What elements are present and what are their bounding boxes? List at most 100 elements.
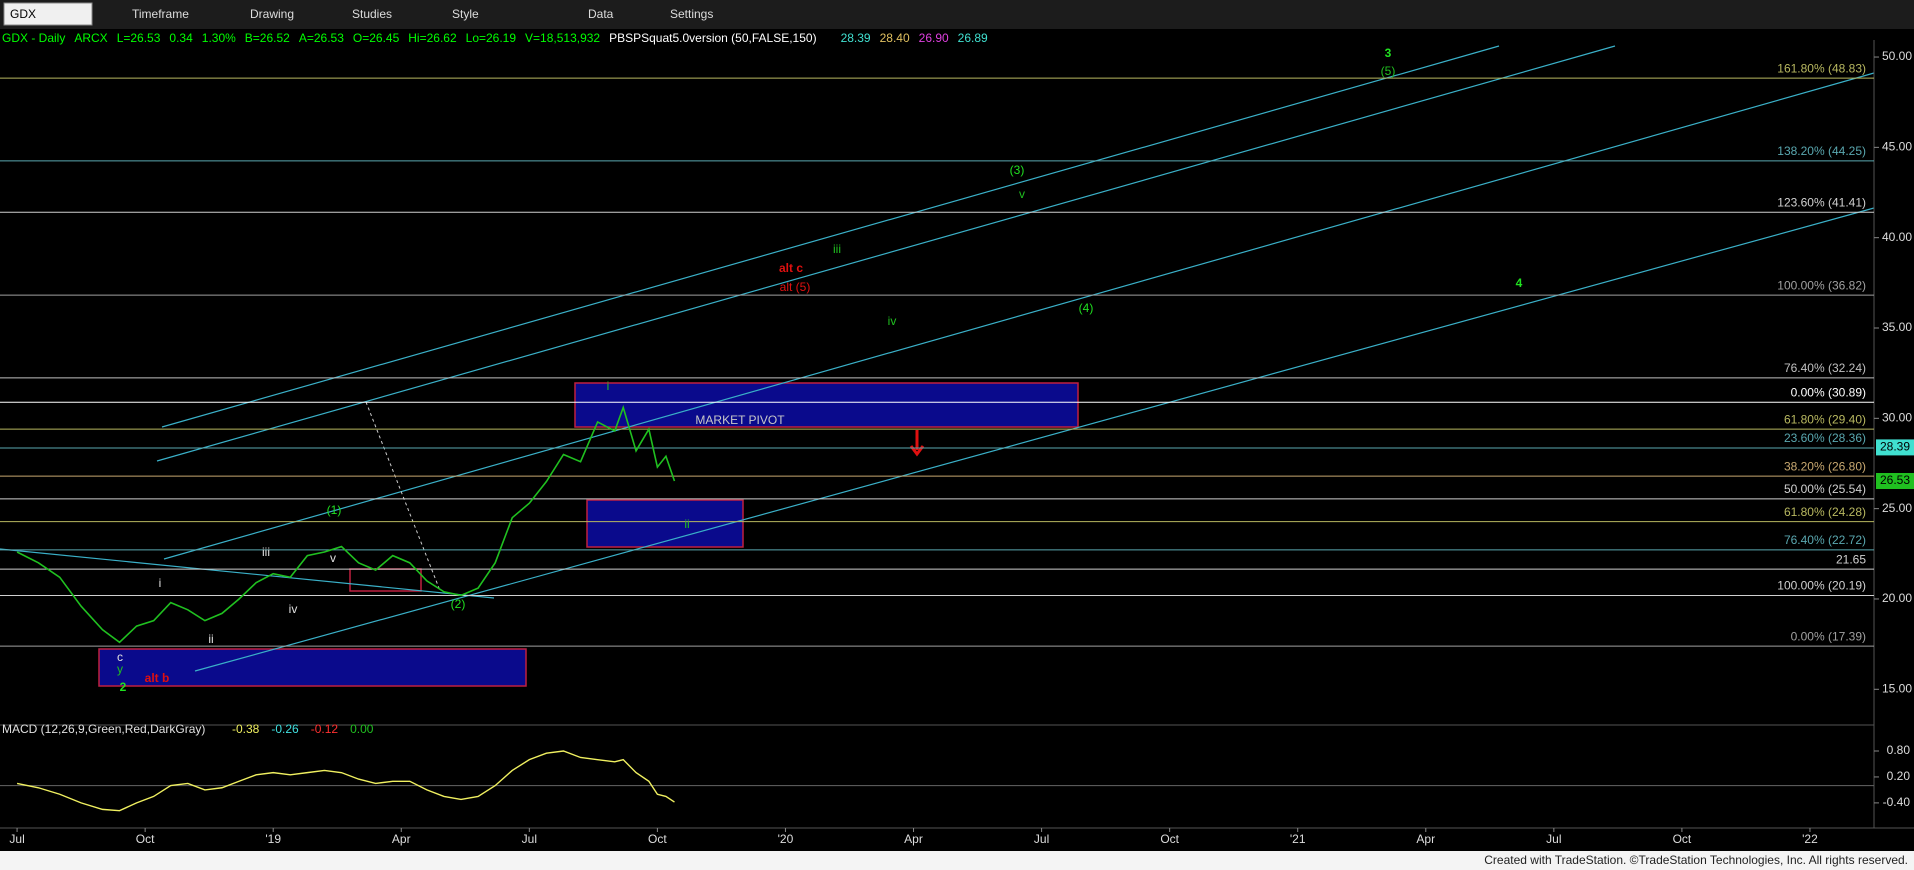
x-tick-label: Jul	[522, 832, 537, 846]
wave-label: iii	[833, 242, 841, 256]
x-tick-label: '20	[778, 832, 794, 846]
header-item: Hi=26.62	[408, 31, 457, 45]
wave-label: iii	[262, 545, 270, 559]
wave-label: c	[117, 650, 123, 664]
fib-label: 100.00% (20.19)	[1777, 579, 1866, 593]
symbol[interactable]: GDX	[10, 7, 36, 21]
macd-tick-label: 0.20	[1887, 769, 1911, 783]
pivot-box	[574, 382, 1079, 428]
channel-line	[194, 207, 1875, 672]
channel	[0, 45, 1875, 672]
macd-title: MACD (12,26,9,Green,Red,DarkGray)	[2, 722, 205, 736]
header-item: 0.34	[169, 31, 193, 45]
fib-label: 0.00% (17.39)	[1791, 629, 1866, 643]
wave-label: 2	[120, 680, 127, 694]
x-tick-label: Oct	[1673, 832, 1692, 846]
macd-readout: 0.00	[350, 722, 374, 736]
wave-label: iv	[289, 602, 298, 616]
x-tick-label: Apr	[392, 832, 411, 846]
macd-readout: -0.38	[232, 722, 260, 736]
fib-label: 100.00% (36.82)	[1777, 278, 1866, 292]
wave-label: y	[117, 662, 123, 676]
toolbar	[0, 0, 1914, 29]
header-item: PBSPSquat5.0version (50,FALSE,150)	[609, 31, 816, 45]
y-tick-label: 20.00	[1882, 591, 1912, 605]
menu[interactable]: Settings	[670, 7, 713, 21]
wave-label: (5)	[1381, 64, 1396, 78]
channel-line	[163, 72, 1875, 560]
wave-label: alt c	[779, 261, 803, 275]
wave-label: alt (5)	[780, 280, 811, 294]
y-tick-label: 35.00	[1882, 320, 1912, 334]
wave-label: 4	[1516, 276, 1523, 290]
wave-label: iv	[888, 314, 897, 328]
menu[interactable]: Style	[452, 7, 479, 21]
price-tag	[1876, 473, 1914, 490]
header-item: 28.39	[841, 31, 871, 45]
header-item: B=26.52	[245, 31, 290, 45]
x-tick-label: Jul	[1034, 832, 1049, 846]
header-item: O=26.45	[353, 31, 400, 45]
fib-label: 23.60% (28.36)	[1784, 431, 1866, 445]
macd-readout: -0.12	[311, 722, 339, 736]
x-tick-label: Jul	[9, 832, 24, 846]
wave-label: 3	[1385, 46, 1392, 60]
price-tag-label: 28.39	[1880, 440, 1910, 454]
fib-label: 61.80% (24.28)	[1784, 505, 1866, 519]
trend-line	[0, 548, 495, 599]
fib-label: 138.20% (44.25)	[1777, 144, 1866, 158]
wave-label: (2)	[451, 597, 466, 611]
macd-tick-label: 0.80	[1887, 743, 1911, 757]
header-item: V=18,513,932	[525, 31, 600, 45]
wave-label: ii	[684, 517, 689, 531]
channel-line	[161, 45, 1500, 428]
footer: Created with TradeStation. ©TradeStation…	[1484, 853, 1908, 867]
x-tick-label: Apr	[1416, 832, 1435, 846]
down-arrow	[909, 430, 925, 457]
x-tick-label: '21	[1290, 832, 1306, 846]
menu[interactable]: Data	[588, 7, 614, 21]
y-tick-label: 15.00	[1882, 681, 1912, 695]
wave-label: v	[330, 551, 336, 565]
header-item: L=26.53	[117, 31, 161, 45]
macd-tick-label: -0.40	[1883, 795, 1911, 809]
header-item: Lo=26.19	[466, 31, 517, 45]
header-item: ARCX	[74, 31, 107, 45]
fib-label: 21.65	[1836, 552, 1866, 566]
macd-line	[16, 750, 675, 812]
wave-label: i	[159, 576, 162, 590]
x-tick-label: Oct	[136, 832, 155, 846]
header-item: 28.40	[880, 31, 910, 45]
fib-label: 0.00% (30.89)	[1791, 385, 1866, 399]
header-item: 1.30%	[202, 31, 236, 45]
x-tick-label: Oct	[1160, 832, 1179, 846]
y-tick-label: 50.00	[1882, 49, 1912, 63]
symbol-box[interactable]	[3, 2, 93, 26]
wave-label: v	[1019, 187, 1025, 201]
wave-label: ii	[208, 632, 213, 646]
y-tick-label: 25.00	[1882, 501, 1912, 515]
bottom-box	[98, 648, 527, 687]
header-item: A=26.53	[299, 31, 344, 45]
price-line	[16, 404, 676, 644]
header-item: 26.89	[958, 31, 988, 45]
x-tick-label: '19	[265, 832, 281, 846]
target-box	[586, 499, 744, 548]
y-tick-label: 40.00	[1882, 230, 1912, 244]
y-tick-label: 45.00	[1882, 140, 1912, 154]
menu[interactable]: Studies	[352, 7, 392, 21]
y-tick-label: 30.00	[1882, 410, 1912, 424]
channel-line	[156, 45, 1616, 462]
menu[interactable]: Drawing	[250, 7, 294, 21]
wave-label: MARKET PIVOT	[695, 413, 785, 427]
menu[interactable]: Timeframe	[132, 7, 189, 21]
price-tag-label: 26.53	[1880, 473, 1910, 487]
fib-label: 50.00% (25.54)	[1784, 482, 1866, 496]
header-item: 26.90	[919, 31, 949, 45]
fib-label: 123.60% (41.41)	[1777, 195, 1866, 209]
fib-label: 38.20% (26.80)	[1784, 459, 1866, 473]
wave-label: (3)	[1010, 163, 1025, 177]
fib-label: 76.40% (22.72)	[1784, 533, 1866, 547]
header-item: GDX - Daily	[2, 31, 65, 45]
